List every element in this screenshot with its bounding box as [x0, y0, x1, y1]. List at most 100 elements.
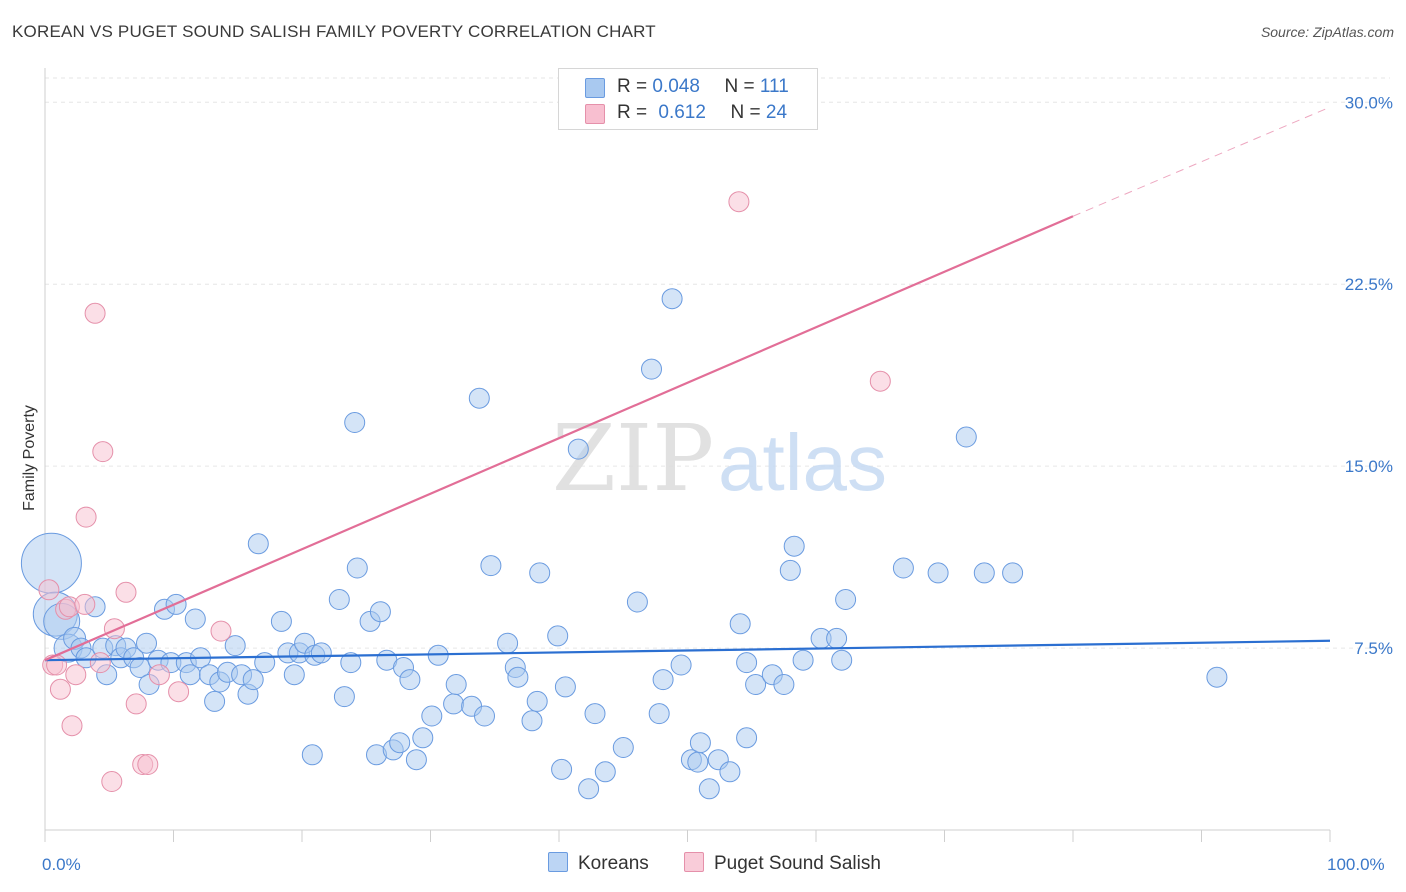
legend-n-value-puget: 24: [765, 102, 788, 123]
point-koreans-42: [310, 642, 332, 664]
point-puget-8: [74, 593, 96, 615]
point-koreans-91: [719, 761, 741, 783]
y-tick-label-2: 22.5%: [1345, 275, 1393, 294]
point-koreans-61: [445, 674, 467, 695]
point-koreans-76: [578, 778, 600, 800]
x-tick-label-min: 0.0%: [42, 855, 81, 874]
point-koreans-57: [412, 727, 434, 749]
legend-r-label: R =: [617, 76, 648, 97]
point-koreans-69: [521, 710, 543, 732]
point-koreans-58: [421, 705, 443, 727]
point-koreans-50: [369, 601, 391, 623]
point-koreans-94: [745, 674, 767, 695]
point-koreans-96: [773, 674, 795, 695]
point-puget-11: [89, 652, 111, 674]
point-koreans-105: [927, 562, 949, 584]
point-puget-10: [84, 302, 106, 324]
legend-r-label: R =: [617, 102, 648, 123]
point-koreans-89: [698, 778, 720, 800]
point-koreans-85: [670, 654, 692, 676]
point-koreans-56: [405, 749, 427, 771]
trend-lines: [44, 106, 1331, 662]
point-koreans-73: [551, 758, 573, 780]
point-koreans-97: [779, 559, 801, 581]
point-puget-19: [148, 664, 170, 686]
point-koreans-15: [136, 632, 157, 654]
point-koreans-65: [480, 555, 502, 577]
point-koreans-43: [328, 589, 350, 610]
point-koreans-104: [892, 557, 914, 579]
point-koreans-78: [594, 761, 616, 783]
point-koreans-60: [443, 693, 465, 715]
point-koreans-71: [529, 562, 551, 584]
point-puget-13: [101, 771, 123, 792]
legend-r-value-puget: 0.612: [658, 102, 706, 123]
point-koreans-80: [626, 591, 648, 613]
point-koreans-109: [1206, 666, 1228, 688]
point-koreans-83: [652, 669, 674, 691]
point-koreans-92: [729, 613, 751, 635]
point-koreans-44: [333, 686, 355, 708]
point-koreans-88: [689, 732, 711, 754]
point-koreans-82: [648, 703, 670, 725]
bottom-legend-puget: Puget Sound Salish: [684, 852, 881, 875]
point-puget-14: [103, 618, 125, 640]
legend-swatch-koreans: [585, 78, 605, 98]
point-koreans-101: [826, 627, 848, 649]
x-axis-ticks: [44, 830, 1331, 842]
point-puget-22: [728, 191, 750, 213]
point-koreans-108: [1002, 562, 1024, 584]
point-koreans-102: [831, 649, 853, 671]
point-koreans-66: [497, 632, 519, 654]
bottom-legend-label-koreans: Koreans: [578, 853, 649, 874]
point-puget-23: [869, 370, 891, 392]
point-koreans-63: [468, 387, 490, 409]
series-koreans: [20, 288, 1228, 800]
point-koreans-93: [736, 727, 758, 749]
point-koreans-29: [224, 635, 246, 657]
point-koreans-35: [270, 610, 292, 632]
legend-swatch-puget: [585, 104, 605, 124]
y-tick-label-0: 7.5%: [1354, 639, 1393, 658]
legend-n-label: N =: [724, 76, 755, 97]
point-koreans-23: [184, 608, 206, 630]
watermark: ZIP atlas: [552, 405, 887, 512]
y-tick-label-3: 30.0%: [1345, 93, 1393, 112]
chart-title: KOREAN VS PUGET SOUND SALISH FAMILY POVE…: [12, 22, 656, 41]
point-puget-16: [125, 693, 147, 715]
bottom-legend-label-puget: Puget Sound Salish: [714, 853, 881, 874]
bottom-legend-koreans: Koreans: [548, 852, 649, 875]
point-koreans-46: [344, 412, 366, 433]
point-puget-21: [210, 620, 232, 642]
point-puget-3: [49, 678, 71, 700]
point-koreans-40: [301, 744, 323, 766]
point-puget-20: [168, 681, 190, 703]
grid-lines: [45, 77, 1390, 649]
point-koreans-110: [736, 652, 758, 674]
point-koreans-45: [340, 652, 362, 674]
point-puget-9: [75, 506, 97, 528]
point-koreans-103: [835, 589, 857, 610]
point-koreans-34: [254, 652, 276, 674]
point-koreans-106: [955, 426, 977, 448]
point-puget-7: [65, 664, 87, 686]
point-koreans-14: [129, 657, 151, 678]
point-koreans-26: [204, 690, 226, 712]
y-axis-tick-labels: 7.5% 15.0% 22.5% 30.0%: [1345, 93, 1393, 658]
point-puget-0: [38, 579, 60, 601]
x-tick-label-max: 100.0%: [1327, 855, 1385, 874]
point-puget-12: [92, 441, 114, 463]
point-koreans-55: [399, 669, 421, 691]
trend-line-puget: [44, 215, 1074, 662]
legend-n-value-koreans: 111: [759, 76, 789, 97]
point-koreans-37: [283, 664, 305, 686]
point-koreans-33: [247, 533, 269, 555]
point-koreans-99: [792, 649, 814, 671]
point-koreans-81: [641, 358, 662, 380]
legend-n-label: N =: [730, 102, 761, 123]
legend: R = 0.048 N = 111 R = 0.612 N = 24: [558, 68, 818, 130]
point-koreans-74: [554, 676, 576, 698]
point-koreans-72: [547, 625, 569, 647]
point-koreans-64: [474, 705, 495, 727]
